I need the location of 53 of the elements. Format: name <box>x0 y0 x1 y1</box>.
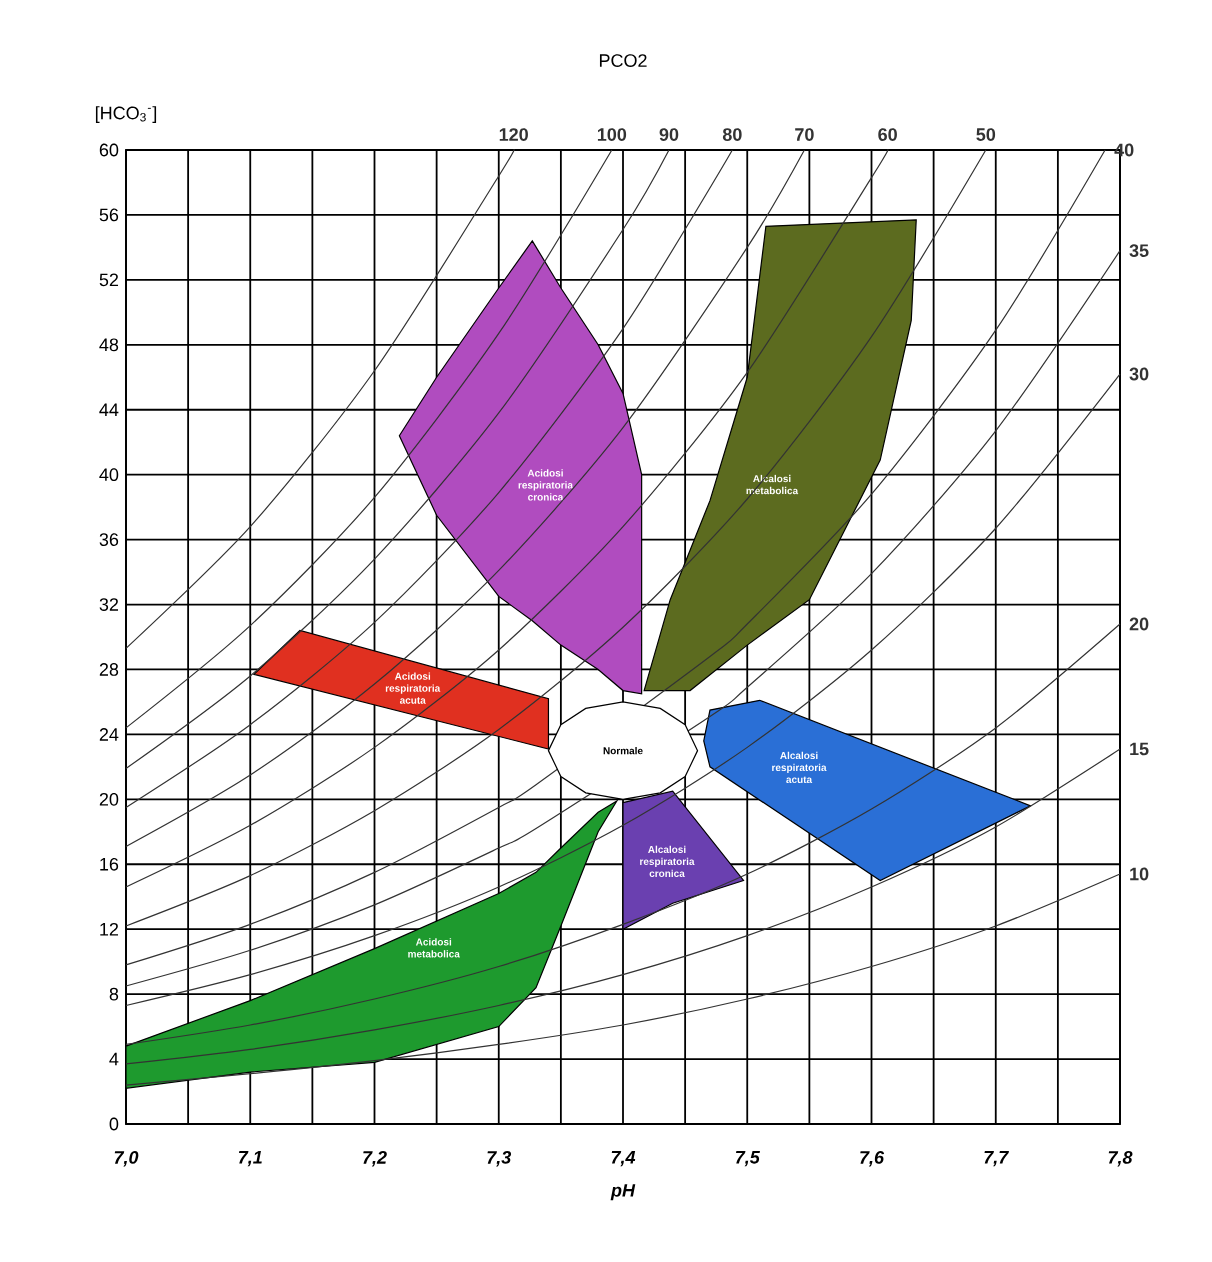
y-tick-label: 28 <box>99 663 119 676</box>
y-tick-label: 36 <box>99 533 119 546</box>
y-tick-label: 8 <box>109 987 119 1001</box>
line-series <box>125 373 1121 1007</box>
series-label: 100 <box>597 128 627 141</box>
line-series <box>125 748 1121 1065</box>
x-tick-label: 7,5 <box>735 1151 760 1167</box>
line-series <box>125 149 733 809</box>
x-tick-label: 7,6 <box>860 1151 885 1167</box>
y-tick-label: 12 <box>100 922 119 936</box>
x-tick-label: 7,0 <box>114 1151 139 1167</box>
line-series <box>125 149 613 729</box>
x-tick-label: 7,4 <box>611 1151 636 1167</box>
y-tick-label: 48 <box>99 338 119 352</box>
line-series <box>125 873 1121 1086</box>
series-label: 20 <box>1129 617 1149 631</box>
x-tick-label: 7,1 <box>238 1151 262 1167</box>
line-series <box>125 623 1121 1046</box>
y-tick-label: 52 <box>99 273 119 287</box>
y-tick-label: 20 <box>99 792 119 806</box>
series-label: 10 <box>1130 867 1149 881</box>
line-series <box>125 149 987 927</box>
series-label: 70 <box>795 128 814 141</box>
line-series <box>125 250 1121 987</box>
x-tick-label: 7,2 <box>363 1151 387 1167</box>
series-label: 50 <box>976 128 996 141</box>
x-tick-label: 7,7 <box>984 1151 1009 1167</box>
y-tick-label: 40 <box>99 468 119 482</box>
series-label: 30 <box>1129 367 1149 381</box>
y-tick-label: 44 <box>99 403 119 416</box>
y-tick-label: 16 <box>100 857 119 871</box>
series-label: 40 <box>1114 143 1134 157</box>
line-series <box>125 149 670 770</box>
series-label: 60 <box>878 128 897 141</box>
series-label: 90 <box>659 128 679 141</box>
line-series <box>125 149 515 649</box>
y-axis-title: [HCO$_{3}$$^{-}$] <box>95 106 157 123</box>
line-series <box>125 149 1106 966</box>
chart-title: PCO2 <box>599 54 647 67</box>
line-series <box>125 149 889 888</box>
series-label: 15 <box>1130 742 1149 756</box>
x-axis-title: pH <box>610 1184 636 1201</box>
y-tick-label: 0 <box>109 1117 119 1131</box>
y-tick-label: 60 <box>99 143 119 157</box>
y-tick-label: 32 <box>99 598 119 611</box>
y-tick-label: 56 <box>99 208 119 222</box>
y-tick-label: 4 <box>109 1052 119 1066</box>
y-tick-label: 24 <box>99 728 119 741</box>
series-label: 80 <box>722 128 742 141</box>
series-label: 35 <box>1129 244 1149 258</box>
x-tick-label: 7,8 <box>1108 1151 1133 1167</box>
x-tick-label: 7,3 <box>487 1151 512 1167</box>
series-label: 120 <box>499 128 528 141</box>
